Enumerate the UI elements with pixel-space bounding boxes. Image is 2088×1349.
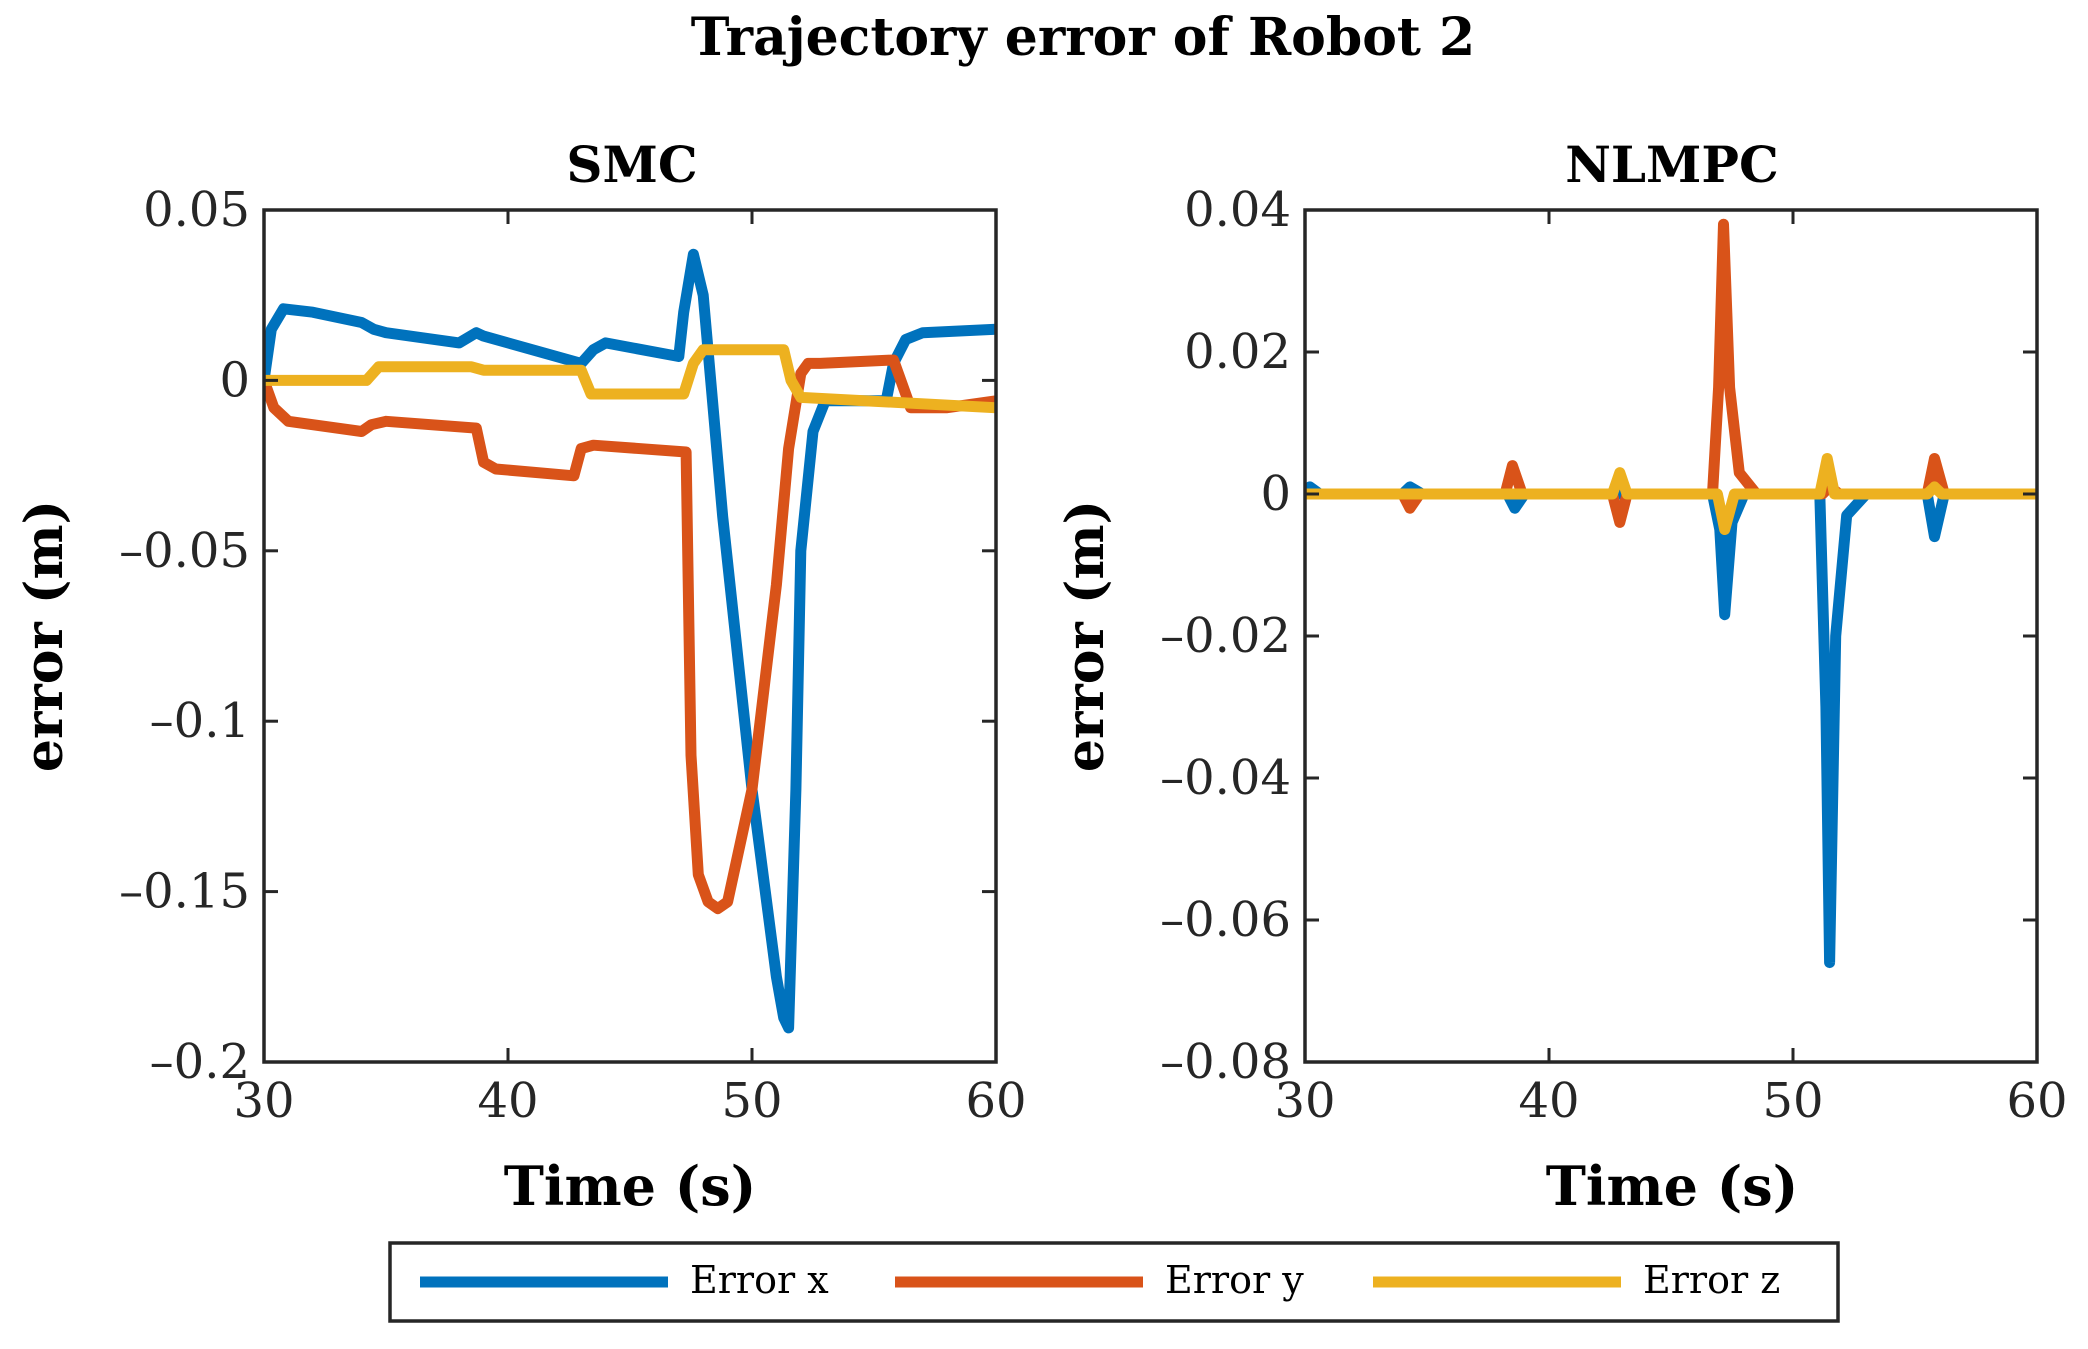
- smc-title: SMC: [566, 135, 697, 194]
- legend-label-error-x: Error x: [690, 1258, 829, 1302]
- legend: Error x Error y Error z: [388, 1241, 1840, 1323]
- legend-label-error-y: Error y: [1165, 1258, 1304, 1302]
- smc-ytick-label: –0.2: [150, 1034, 250, 1090]
- smc-xlabel: Time (s): [504, 1154, 757, 1218]
- nlmpc-ytick-label: –0.08: [1160, 1034, 1291, 1090]
- smc-series-error-z: [264, 344, 996, 414]
- nlmpc-ylabel: error (m): [1055, 500, 1116, 772]
- subplot-nlmpc: NLMPC 0.04 0.02 0 –0.02 –0.04 –0.06 –0.08 30 40…: [1055, 135, 2068, 1218]
- smc-yticks: 0.05 0 –0.05 –0.1 –0.15 –0.2: [119, 182, 996, 1090]
- nlmpc-ytick-label: 0.02: [1184, 324, 1291, 380]
- smc-xtick-label: 30: [233, 1073, 294, 1129]
- smc-lines: [264, 248, 996, 1034]
- nlmpc-ytick-label: –0.04: [1160, 750, 1291, 806]
- nlmpc-series-error-z: [1305, 453, 2037, 535]
- smc-xtick-label: 60: [965, 1073, 1026, 1129]
- smc-axes-box: [262, 208, 998, 1064]
- legend-entry-error-z: Error z: [1373, 1258, 1780, 1302]
- smc-ytick-label: –0.1: [150, 693, 250, 749]
- nlmpc-lines: [1305, 218, 2037, 969]
- nlmpc-xticks: 30 40 50 60: [1274, 210, 2068, 1129]
- subplot-smc: SMC 0.05 0 –0.05 –0.1 –0.15 –0.2 30 40 50 60 Tim…: [14, 135, 1027, 1218]
- legend-label-error-z: Error z: [1643, 1258, 1780, 1302]
- smc-series-error-y: [264, 354, 996, 915]
- smc-xticks: 30 40 50 60: [233, 210, 1027, 1129]
- nlmpc-xtick-label: 60: [2006, 1073, 2067, 1129]
- figure-title: Trajectory error of Robot 2: [691, 7, 1475, 68]
- nlmpc-ytick-label: –0.02: [1160, 608, 1291, 664]
- smc-ytick-label: –0.15: [119, 864, 250, 920]
- nlmpc-xtick-label: 30: [1274, 1073, 1335, 1129]
- smc-xtick-label: 40: [477, 1073, 538, 1129]
- nlmpc-ytick-label: –0.06: [1160, 892, 1291, 948]
- legend-entry-error-x: Error x: [420, 1258, 829, 1302]
- nlmpc-title: NLMPC: [1565, 135, 1779, 194]
- nlmpc-yticks: 0.04 0.02 0 –0.02 –0.04 –0.06 –0.08: [1160, 182, 2037, 1090]
- legend-entry-error-y: Error y: [895, 1258, 1304, 1302]
- nlmpc-ytick-label: 0.04: [1184, 182, 1291, 238]
- nlmpc-xtick-label: 50: [1762, 1073, 1823, 1129]
- smc-ytick-label: –0.05: [119, 523, 250, 579]
- nlmpc-xtick-label: 40: [1518, 1073, 1579, 1129]
- smc-ytick-label: 0: [219, 352, 250, 408]
- smc-ytick-label: 0.05: [143, 182, 250, 238]
- smc-xtick-label: 50: [721, 1073, 782, 1129]
- smc-ylabel: error (m): [14, 500, 75, 772]
- nlmpc-xlabel: Time (s): [1546, 1154, 1799, 1218]
- nlmpc-ytick-label: 0: [1260, 466, 1291, 522]
